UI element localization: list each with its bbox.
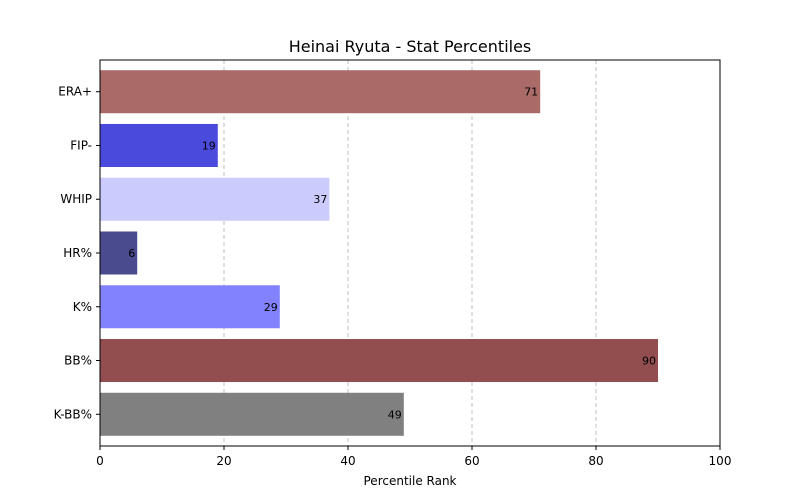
x-tick-label-2: 40 bbox=[340, 454, 355, 468]
bar-value-label-WHIP: 37 bbox=[313, 193, 327, 206]
bar-value-label-FIP-: 19 bbox=[202, 139, 216, 152]
y-tick-label-HR%: HR% bbox=[63, 246, 92, 260]
bar-BB% bbox=[100, 339, 658, 383]
bar-value-label-K-BB%: 49 bbox=[388, 408, 402, 421]
y-tick-label-K-BB%: K-BB% bbox=[54, 407, 92, 421]
y-axis: ERA+ FIP- WHIP HR% K% BB% K-BB% bbox=[54, 85, 100, 421]
bar-value-label-ERA+: 71 bbox=[524, 86, 538, 99]
plot-frame bbox=[99, 59, 721, 447]
y-tick-label-K%: K% bbox=[73, 300, 92, 314]
x-tick-label-3: 60 bbox=[464, 454, 479, 468]
x-axis: 0 20 40 60 80 100 bbox=[96, 446, 731, 468]
grid bbox=[223, 60, 597, 446]
y-tick-label-FIP-: FIP- bbox=[70, 138, 92, 152]
bars: 71 19 37 6 29 90 49 bbox=[100, 70, 658, 436]
bar-ERA+ bbox=[100, 70, 541, 114]
bar-value-label-HR%: 6 bbox=[128, 247, 135, 260]
x-axis-label: Percentile Rank bbox=[364, 474, 457, 488]
y-tick-label-BB%: BB% bbox=[64, 354, 92, 368]
x-tick-label-4: 80 bbox=[588, 454, 603, 468]
x-tick-label-0: 0 bbox=[96, 454, 104, 468]
x-tick-label-5: 100 bbox=[709, 454, 732, 468]
y-tick-label-ERA+: ERA+ bbox=[58, 85, 92, 99]
y-tick-label-WHIP: WHIP bbox=[60, 192, 92, 206]
bar-value-label-BB%: 90 bbox=[642, 355, 656, 368]
bar-WHIP bbox=[100, 177, 330, 221]
bar-FIP- bbox=[100, 123, 218, 167]
bar-K% bbox=[100, 285, 280, 329]
bar-K-BB% bbox=[100, 392, 404, 436]
chart-title: Heinai Ryuta - Stat Percentiles bbox=[289, 37, 532, 56]
x-tick-label-1: 20 bbox=[216, 454, 231, 468]
bar-value-label-K%: 29 bbox=[264, 301, 278, 314]
bar-HR% bbox=[100, 231, 138, 275]
